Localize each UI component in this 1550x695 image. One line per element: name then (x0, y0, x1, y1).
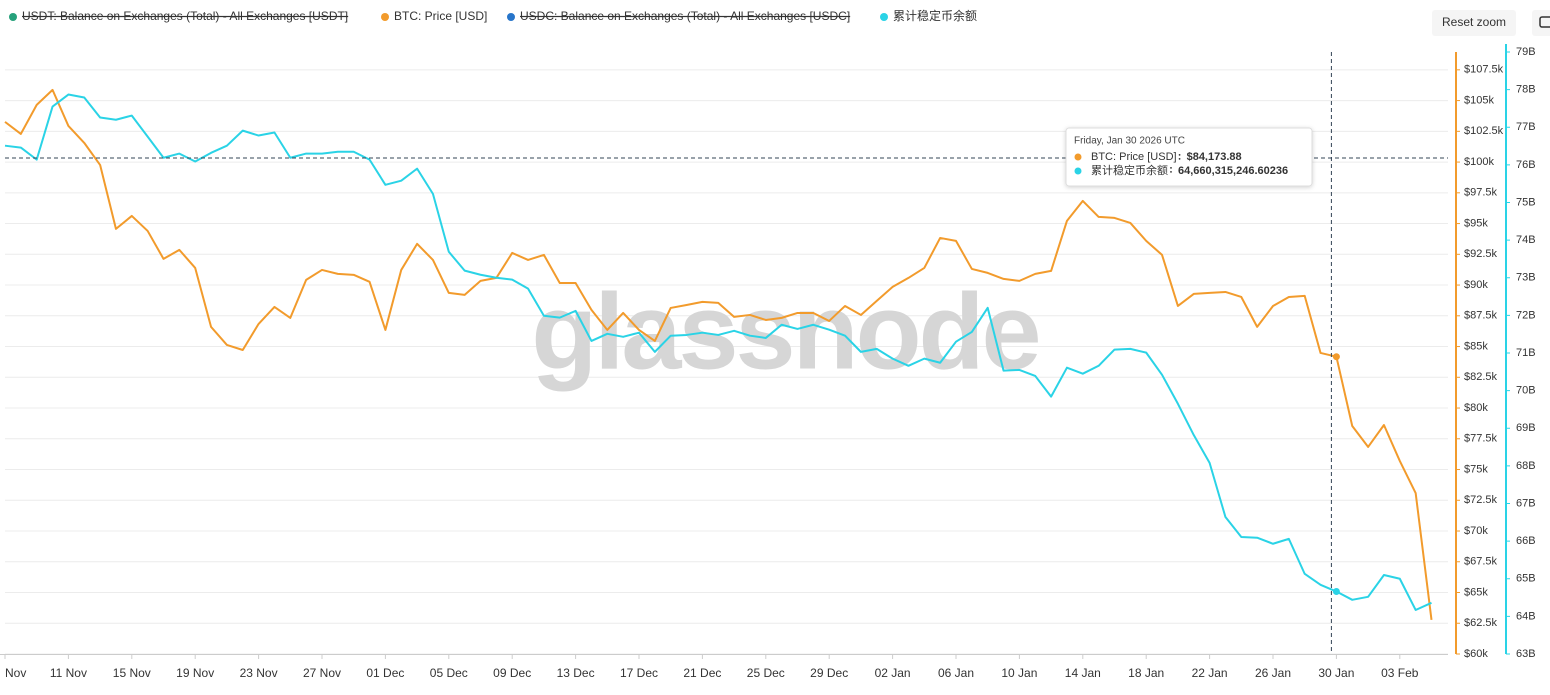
y2-tick-label: 72B (1516, 309, 1536, 321)
y2-tick-label: 77B (1516, 121, 1536, 133)
x-tick-label: 19 Nov (176, 666, 214, 680)
x-tick-label: 22 Jan (1192, 666, 1228, 680)
tooltip-marker (1074, 167, 1082, 175)
legend-marker[interactable] (507, 13, 515, 21)
x-tick-label: 29 Dec (810, 666, 848, 680)
x-tick-label: 03 Feb (1381, 666, 1419, 680)
legend-marker[interactable] (381, 13, 389, 21)
tooltip-row: 累计稳定币余额 64,660,315,246.60236 (1091, 163, 1288, 177)
y-tick-label: $60k (1464, 648, 1488, 660)
x-tick-label: 14 Jan (1065, 666, 1101, 680)
x-tick-label: 21 Dec (683, 666, 721, 680)
y-tick-label: $62.5k (1464, 617, 1498, 629)
tooltip-series-name: 累计稳定币余额 (1091, 163, 1168, 177)
y-tick-label: $95k (1464, 217, 1488, 229)
y2-tick-label: 66B (1516, 535, 1536, 547)
hover-marker (1332, 588, 1340, 596)
x-tick-label: 06 Jan (938, 666, 974, 680)
y2-tick-label: 69B (1516, 422, 1536, 434)
y-tick-label: $87.5k (1464, 310, 1498, 322)
y2-tick-label: 70B (1516, 385, 1536, 397)
y-tick-label: $100k (1464, 156, 1494, 168)
tooltip: Friday, Jan 30 2026 UTC BTC: Price [USD] $… (1065, 127, 1313, 187)
tooltip-marker (1074, 153, 1082, 161)
legend-label[interactable]: USDC: Balance on Exchanges (Total) - All… (520, 9, 850, 23)
y2-tick-label: 76B (1516, 159, 1536, 171)
y2-tick-label: 79B (1516, 46, 1536, 58)
y-tick-label: $65k (1464, 586, 1488, 598)
plot (4, 88, 1433, 621)
line-series (4, 88, 1433, 621)
x-tick-label: 17 Dec (620, 666, 658, 680)
x-tick-label: 27 Nov (303, 666, 341, 680)
separator-dot (1178, 154, 1181, 156)
y2-tick-label: 75B (1516, 196, 1536, 208)
y-tick-label: $77.5k (1464, 433, 1498, 445)
x-tick-label: 25 Dec (747, 666, 785, 680)
y2-tick-label: 73B (1516, 272, 1536, 284)
legend-label[interactable]: BTC: Price [USD] (394, 9, 487, 23)
y-tick-label: $90k (1464, 279, 1488, 291)
camera-icon (1539, 16, 1550, 28)
y2-tick-label: 71B (1516, 347, 1536, 359)
y2-tick-label: 64B (1516, 610, 1536, 622)
tooltip-title: Friday, Jan 30 2026 UTC (1074, 136, 1185, 147)
tooltip-box (1065, 127, 1313, 187)
x-tick-label: 10 Jan (1001, 666, 1037, 680)
line-series (4, 93, 1432, 611)
legend-marker[interactable] (9, 13, 17, 21)
legend-label[interactable]: 累计稳定币余额 (893, 8, 977, 23)
y-tick-label: $70k (1464, 525, 1488, 537)
tooltip-value: 64,660,315,246.60236 (1178, 165, 1288, 177)
x-tick-label: 30 Jan (1318, 666, 1354, 680)
y-tick-label: $102.5k (1464, 125, 1504, 137)
y-tick-label: $80k (1464, 402, 1488, 414)
y-tick-label: $92.5k (1464, 248, 1498, 260)
x-tick-label: 23 Nov (240, 666, 278, 680)
separator-dot (1170, 167, 1172, 169)
separator-dot (1178, 158, 1181, 160)
tooltip-series-name: BTC: Price [USD] (1091, 151, 1177, 163)
x-tick-label: 09 Dec (493, 666, 531, 680)
y-tick-label: $67.5k (1464, 556, 1498, 568)
y-tick-label: $97.5k (1464, 187, 1498, 199)
reset-zoom-label[interactable]: Reset zoom (1442, 15, 1506, 29)
x-tick-label: 01 Dec (366, 666, 404, 680)
y2-tick-label: 74B (1516, 234, 1536, 246)
y-tick-label: $72.5k (1464, 494, 1498, 506)
x-tick-label: 02 Jan (875, 666, 911, 680)
x-tick-label: 15 Nov (113, 666, 151, 680)
x-tick-label: 11 Nov (50, 666, 87, 680)
tooltip-value: $84,173.88 (1187, 151, 1242, 163)
x-tick-label: 13 Dec (557, 666, 595, 680)
y2-tick-label: 63B (1516, 648, 1536, 660)
watermark: glassnode (531, 271, 1038, 392)
x-tick-label: 26 Jan (1255, 666, 1291, 680)
legend-marker[interactable] (880, 13, 888, 21)
y-tick-label: $85k (1464, 340, 1488, 352)
legend-label[interactable]: USDT: Balance on Exchanges (Total) - All… (22, 9, 348, 23)
y-tick-label: $105k (1464, 94, 1494, 106)
export-button[interactable] (1532, 10, 1550, 36)
y-tick-label: $75k (1464, 463, 1488, 475)
y2-tick-label: 67B (1516, 497, 1536, 509)
separator-dot (1170, 171, 1172, 173)
y2-tick-label: 68B (1516, 460, 1536, 472)
reset-zoom-button[interactable] (1432, 10, 1516, 36)
x-tick-label: 05 Dec (430, 666, 468, 680)
y2-tick-label: 78B (1516, 84, 1536, 96)
hover-marker (1332, 353, 1340, 361)
y-tick-label: $107.5k (1464, 64, 1504, 76)
y2-tick-label: 65B (1516, 573, 1536, 585)
tooltip-row: BTC: Price [USD] $84,173.88 (1091, 151, 1242, 163)
x-tick-label: 18 Jan (1128, 666, 1164, 680)
x-tick-label: Nov (5, 666, 26, 680)
y-tick-label: $82.5k (1464, 371, 1498, 383)
